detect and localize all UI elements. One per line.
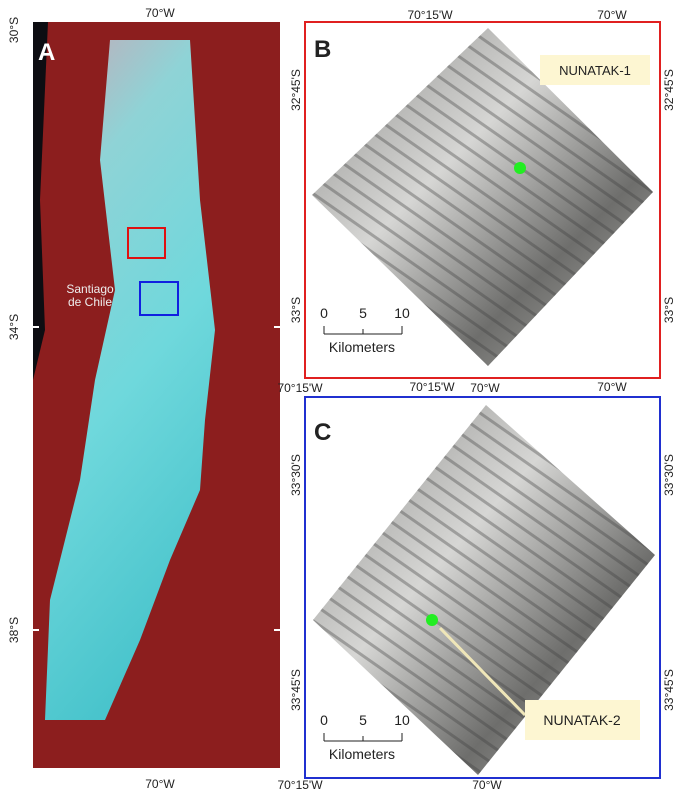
latitude-label: 30°S: [7, 17, 21, 43]
latitude-label: 33°30'S: [662, 454, 676, 496]
longitude-label: 70°W: [472, 778, 502, 792]
panel-b: NUNATAK-1 B 70°15'W 70°W 70°15'W 70°W 32…: [289, 8, 676, 394]
panel-letter: C: [314, 419, 331, 446]
latitude-label: 33°45'S: [662, 669, 676, 711]
longitude-label: 70°15'W: [277, 778, 323, 792]
city-label: de Chile: [68, 295, 112, 309]
city-label: Santiago: [66, 282, 114, 296]
longitude-label: 70°W: [145, 777, 175, 791]
longitude-label: 70°W: [597, 8, 627, 22]
latitude-label: 32°45'S: [289, 69, 303, 111]
site-marker: [426, 614, 438, 626]
figure: A Santiago de Chile 70°W 70°W 30°S 34°S …: [0, 0, 677, 792]
latitude-label: 34°S: [7, 314, 21, 340]
site-marker: [514, 162, 526, 174]
longitude-label: 70°15'W: [277, 381, 323, 395]
latitude-label: 33°45'S: [289, 669, 303, 711]
scale-tick: 5: [359, 305, 367, 321]
latitude-label: 33°S: [289, 297, 303, 323]
longitude-label: 70°W: [470, 381, 500, 395]
latitude-label: 32°45'S: [662, 69, 676, 111]
latitude-label: 33°30'S: [289, 454, 303, 496]
site-label: NUNATAK-2: [543, 712, 620, 728]
scale-unit: Kilometers: [329, 339, 395, 355]
scale-unit: Kilometers: [329, 746, 395, 762]
longitude-label: 70°15'W: [407, 8, 453, 22]
scale-tick: 0: [320, 305, 328, 321]
scale-tick: 5: [359, 712, 367, 728]
latitude-label: 33°S: [662, 297, 676, 323]
latitude-label: 38°S: [7, 617, 21, 643]
scale-tick: 0: [320, 712, 328, 728]
longitude-label: 70°W: [145, 6, 175, 20]
panel-a: A Santiago de Chile 70°W 70°W 30°S 34°S …: [7, 6, 280, 791]
panel-letter: B: [314, 36, 331, 63]
scale-tick: 10: [394, 305, 410, 321]
longitude-label: 70°15'W: [409, 380, 455, 394]
panel-c: NUNATAK-2 C 70°15'W 70°W 70°15'W 70°W 33…: [277, 381, 676, 792]
scale-tick: 10: [394, 712, 410, 728]
site-label: NUNATAK-1: [559, 63, 631, 78]
panel-letter: A: [38, 39, 55, 66]
longitude-label: 70°W: [597, 380, 627, 394]
